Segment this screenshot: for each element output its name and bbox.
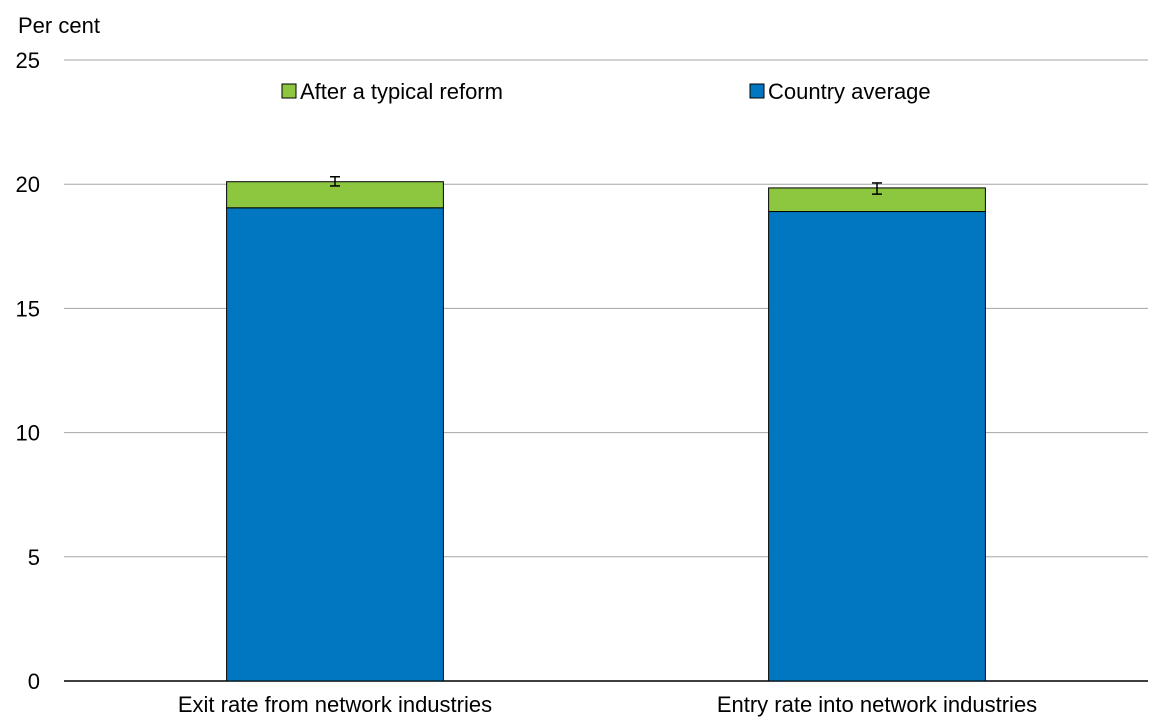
bar-country-average xyxy=(768,211,986,682)
y-axis-ticks: 0 5 10 15 20 25 xyxy=(16,48,40,694)
x-tick-label: Entry rate into network industries xyxy=(717,692,1037,717)
legend-label: Country average xyxy=(768,79,931,104)
legend-swatch xyxy=(281,83,297,99)
y-tick-label: 25 xyxy=(16,48,40,73)
legend-item: After a typical reform xyxy=(281,79,503,104)
y-tick-label: 5 xyxy=(28,545,40,570)
y-tick-label: 10 xyxy=(16,421,40,446)
legend-label: After a typical reform xyxy=(300,79,503,104)
error-bar xyxy=(872,182,882,195)
y-tick-label: 15 xyxy=(16,296,40,321)
y-tick-label: 20 xyxy=(16,172,40,197)
legend: After a typical reform Country average xyxy=(281,79,931,104)
x-axis-labels: Exit rate from network industries Entry r… xyxy=(178,692,1037,717)
error-bar xyxy=(330,175,340,187)
y-tick-label: 0 xyxy=(28,669,40,694)
legend-swatch xyxy=(749,83,765,99)
y-axis-title: Per cent xyxy=(18,13,100,38)
x-tick-label: Exit rate from network industries xyxy=(178,692,492,717)
legend-item: Country average xyxy=(749,79,931,104)
bars xyxy=(226,181,986,682)
bar-country-average xyxy=(226,207,444,682)
error-bars xyxy=(330,175,882,195)
